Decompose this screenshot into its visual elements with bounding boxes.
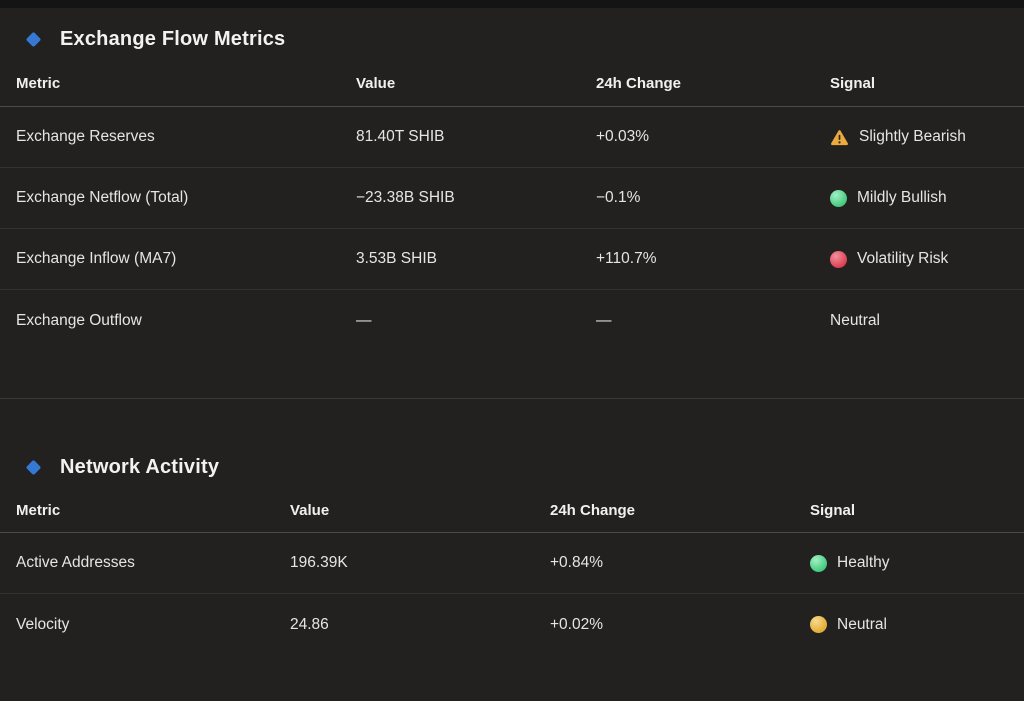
green-dot-icon bbox=[810, 554, 827, 572]
green-dot-icon bbox=[830, 189, 847, 207]
column-header-value: Value bbox=[290, 502, 330, 519]
signal-cell: Mildly Bullish bbox=[830, 189, 1024, 207]
metric-cell: Exchange Outflow bbox=[16, 311, 142, 329]
metric-cell: Exchange Inflow (MA7) bbox=[16, 250, 177, 267]
signal-cell: Neutral bbox=[830, 312, 1024, 330]
column-header-metric: Metric bbox=[16, 502, 61, 519]
value-cell: 81.40T SHIB bbox=[356, 128, 445, 145]
value-cell: — bbox=[356, 311, 372, 329]
signal-cell: Volatility Risk bbox=[830, 250, 1024, 268]
column-header-change: 24h Change bbox=[550, 502, 636, 519]
change-cell: — bbox=[596, 311, 612, 329]
change-cell: −0.1% bbox=[596, 189, 641, 206]
signal-label: Neutral bbox=[837, 615, 887, 633]
table-row: Exchange Netflow (Total) −23.38B SHIB −0… bbox=[0, 168, 1024, 229]
section-header-network-activity: Network Activity bbox=[0, 451, 1024, 483]
metric-cell: Exchange Reserves bbox=[16, 128, 155, 145]
section-title: Network Activity bbox=[60, 455, 220, 478]
signal-label: Slightly Bearish bbox=[859, 128, 966, 145]
table-row: Exchange Inflow (MA7) 3.53B SHIB +110.7%… bbox=[0, 229, 1024, 290]
change-cell: +0.84% bbox=[550, 554, 604, 571]
section-divider bbox=[0, 398, 1024, 399]
value-cell: 3.53B SHIB bbox=[356, 250, 437, 267]
column-header-metric: Metric bbox=[16, 75, 61, 92]
change-cell: +0.03% bbox=[596, 128, 650, 145]
gold-dot-icon bbox=[810, 616, 827, 633]
metric-cell: Velocity bbox=[16, 615, 70, 633]
table-header-row: Metric Value 24h Change Signal bbox=[0, 483, 1024, 533]
column-header-signal: Signal bbox=[810, 502, 856, 519]
value-cell: 24.86 bbox=[290, 615, 329, 633]
signal-cell: Neutral bbox=[810, 616, 1024, 634]
signal-cell: Healthy bbox=[810, 554, 1024, 572]
column-header-value: Value bbox=[356, 75, 396, 92]
table-row: Exchange Reserves 81.40T SHIB +0.03% Sli… bbox=[0, 107, 1024, 168]
red-dot-icon bbox=[830, 250, 847, 268]
metric-cell: Active Addresses bbox=[16, 554, 135, 571]
top-strip bbox=[0, 0, 1024, 8]
section-header-exchange-flow: Exchange Flow Metrics bbox=[0, 23, 1024, 55]
table-row: Exchange Outflow — — Neutral bbox=[0, 290, 1024, 351]
change-cell: +0.02% bbox=[550, 615, 604, 633]
change-cell: +110.7% bbox=[596, 250, 657, 267]
diamond-icon bbox=[25, 31, 42, 47]
diamond-icon bbox=[25, 459, 42, 475]
value-cell: 196.39K bbox=[290, 554, 348, 571]
signal-label: Healthy bbox=[837, 554, 890, 571]
table-header-row: Metric Value 24h Change Signal bbox=[0, 55, 1024, 107]
warning-triangle-icon bbox=[830, 128, 849, 147]
signal-label: Neutral bbox=[830, 311, 880, 329]
table-row: Active Addresses 196.39K +0.84% Healthy bbox=[0, 533, 1024, 594]
metric-cell: Exchange Netflow (Total) bbox=[16, 189, 189, 206]
column-header-change: 24h Change bbox=[596, 75, 682, 92]
value-cell: −23.38B SHIB bbox=[356, 189, 455, 206]
column-header-signal: Signal bbox=[830, 75, 876, 92]
signal-label: Volatility Risk bbox=[857, 250, 949, 267]
table-row: Velocity 24.86 +0.02% Neutral bbox=[0, 594, 1024, 655]
section-title: Exchange Flow Metrics bbox=[60, 27, 286, 50]
signal-cell: Slightly Bearish bbox=[830, 128, 1024, 147]
signal-label: Mildly Bullish bbox=[857, 189, 947, 206]
